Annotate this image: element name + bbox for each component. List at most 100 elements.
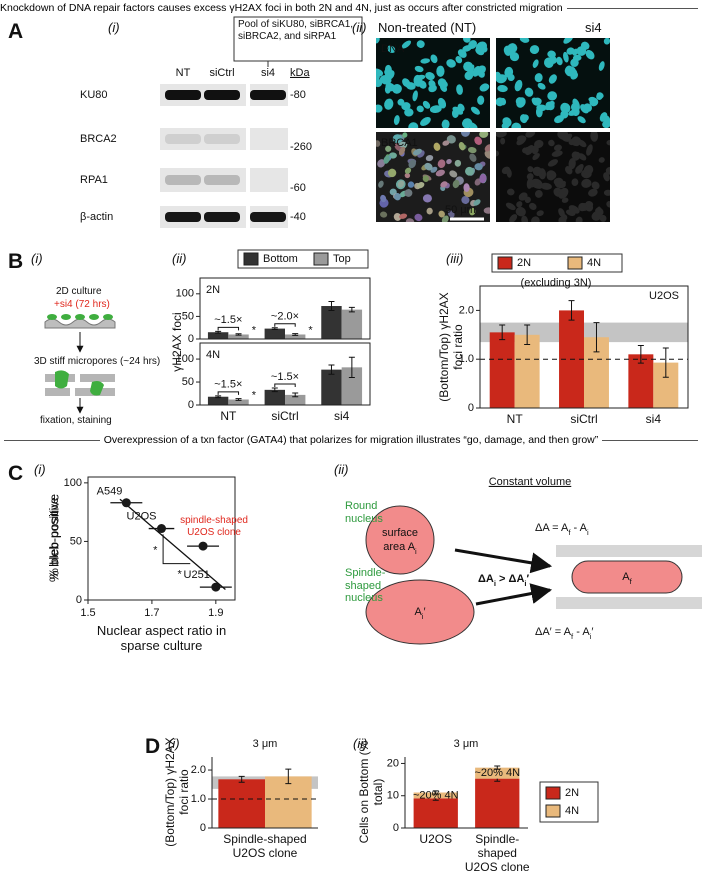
nucleus: [387, 45, 396, 53]
nucleus: [537, 82, 546, 90]
subscript: i: [422, 612, 424, 621]
nucleus: [416, 40, 425, 48]
blot-band: [250, 90, 286, 100]
legend-box: [237, 249, 369, 269]
nucleus: [496, 71, 502, 80]
legend-label: 4N: [587, 257, 601, 269]
cell: [89, 314, 99, 320]
kda-marker: -260: [290, 141, 312, 153]
significance-bracket: [217, 326, 240, 331]
nucleus: [577, 116, 586, 124]
nucleus: [526, 177, 533, 189]
text-span: surface: [382, 527, 418, 539]
nucleus: [464, 71, 474, 80]
nucleus: [603, 38, 610, 45]
text-span: - A: [573, 626, 590, 638]
nucleus: [606, 139, 610, 146]
nucleus: [585, 200, 594, 208]
nucleus: [563, 38, 574, 44]
nucleus: [532, 153, 540, 161]
nucleus: [384, 98, 394, 110]
y-tick-label: 0: [76, 594, 82, 606]
segment-label: ~20% 4N: [413, 789, 459, 801]
nucleus: [437, 97, 447, 109]
nucleus: [430, 54, 438, 64]
nucleus: [561, 197, 569, 203]
nucleus: [477, 95, 485, 105]
nucleus: [442, 140, 450, 146]
nucleus: [456, 84, 463, 95]
y-tick-label: 0: [188, 399, 194, 411]
y-tick-label: 100: [64, 477, 82, 489]
nucleus: [509, 52, 520, 62]
lane-label: si4: [261, 67, 275, 79]
nucleus: [437, 78, 447, 88]
text-span: - A: [570, 522, 587, 534]
significance-star: *: [177, 569, 182, 581]
bar: [475, 778, 520, 828]
nucleus: [438, 210, 445, 218]
sub-label: (i): [31, 251, 43, 266]
nucleus: [376, 38, 380, 44]
nucleus: [572, 48, 579, 56]
nucleus: [534, 73, 543, 83]
nucleus: [514, 79, 523, 92]
nucleus: [532, 182, 543, 189]
green-label: Round nucleus: [345, 500, 383, 525]
nucleus: [516, 201, 523, 208]
significance-star: *: [308, 324, 313, 336]
point-label: U2OS: [127, 510, 157, 522]
error-bar: [662, 347, 669, 378]
nucleus: [393, 115, 400, 125]
nucleus: [401, 40, 412, 49]
error-bar: [285, 768, 292, 785]
nucleus: [479, 83, 490, 92]
bar: [285, 394, 306, 405]
image-column-title: Non-treated (NT): [378, 20, 477, 35]
nucleus: [532, 97, 542, 106]
panel-letter: A: [8, 20, 24, 43]
blot-band: [204, 90, 240, 100]
nucleus: [405, 218, 415, 222]
nucleus: [407, 181, 415, 188]
bar: [285, 334, 306, 339]
nucleus: [412, 90, 418, 102]
nucleus: [497, 84, 508, 93]
error-bar: [593, 322, 600, 353]
nucleus: [477, 65, 486, 75]
nucleus: [598, 61, 605, 71]
nucleus: [376, 79, 383, 88]
nucleus: [581, 178, 592, 188]
error-bar: [215, 330, 222, 334]
error-bar: [499, 324, 506, 341]
blot-strip: [160, 84, 246, 106]
nucleus: [440, 181, 448, 188]
nucleus: [397, 180, 405, 188]
bar: [265, 776, 312, 828]
plot-frame: [199, 342, 371, 406]
cell: [61, 314, 71, 320]
error-bar: [235, 333, 242, 336]
nucleus: [588, 188, 598, 197]
round-nucleus: [365, 505, 435, 575]
subscript: i: [590, 632, 592, 641]
nucleus: [394, 193, 401, 201]
nucleus: [469, 207, 476, 216]
nucleus: [447, 210, 455, 218]
section-header: Overexpression of a txn factor (GATA4) t…: [0, 434, 702, 446]
bar: [264, 389, 285, 405]
nucleus: [398, 146, 406, 156]
nucleus: [585, 49, 595, 60]
nucleus: [575, 163, 584, 174]
blot-band: [204, 212, 240, 222]
text-span: > ΔA: [496, 573, 524, 585]
y-tick-label: 50: [70, 535, 82, 547]
nucleus: [460, 132, 470, 137]
step-text: fixation, staining: [40, 415, 112, 426]
callout-text: Pool of siKU80, siBRCA1, siBRCA2, and si…: [238, 19, 354, 42]
error-bar: [348, 356, 355, 378]
nucleus: [441, 119, 450, 128]
significance-star: *: [153, 545, 158, 557]
point: [198, 541, 208, 551]
header-text: Overexpression of a txn factor (GATA4) t…: [103, 434, 599, 446]
